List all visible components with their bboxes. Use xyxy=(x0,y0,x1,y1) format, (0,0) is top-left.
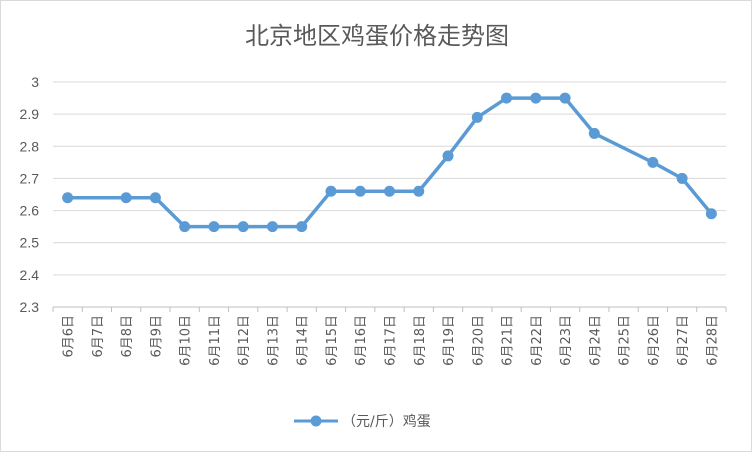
data-point xyxy=(208,221,220,233)
x-tick-label: 6月28日 xyxy=(705,315,720,366)
x-tick-label: 6月12日 xyxy=(237,315,252,366)
y-tick-label: 2.7 xyxy=(20,170,40,186)
x-tick-label: 6月11日 xyxy=(208,315,223,366)
gridlines xyxy=(53,81,726,276)
x-tick-label: 6月7日 xyxy=(91,315,106,358)
x-axis: 6月6日 6月7日 6月8日 6月9日 6月10日 6月11日 6月12日 6月13日 6月14… xyxy=(52,306,727,366)
series-layer xyxy=(62,92,717,233)
x-tick-label: 6月16日 xyxy=(354,315,369,366)
data-point xyxy=(325,185,337,197)
x-tick-label: 6月19日 xyxy=(442,315,457,366)
x-tick-label: 6月26日 xyxy=(647,315,662,366)
x-tick-label: 6月6日 xyxy=(62,315,77,358)
data-point xyxy=(149,192,161,204)
legend: （元/斤）鸡蛋 xyxy=(294,413,431,430)
data-point xyxy=(354,185,366,197)
legend-marker xyxy=(310,415,322,427)
x-tick-label: 6月18日 xyxy=(413,315,428,366)
data-point xyxy=(588,127,600,139)
x-tick-label: 6月17日 xyxy=(384,315,399,366)
data-point xyxy=(559,92,571,104)
x-tick-label: 6月24日 xyxy=(588,315,603,366)
data-point xyxy=(296,221,308,233)
x-tick-label: 6月8日 xyxy=(120,315,135,358)
data-point xyxy=(442,150,454,162)
chart-title: 北京地区鸡蛋价格走势图 xyxy=(245,22,509,50)
data-point xyxy=(266,221,278,233)
data-point xyxy=(120,192,132,204)
y-axis-ticks: 2.3 2.4 2.5 2.6 2.7 2.8 2.9 3 xyxy=(20,74,40,315)
x-tick-label: 6月23日 xyxy=(559,315,574,366)
y-tick-label: 2.6 xyxy=(20,203,40,219)
x-tick-label: 6月25日 xyxy=(618,315,633,366)
data-point xyxy=(384,185,395,197)
y-tick-label: 3 xyxy=(31,74,39,90)
x-tick-label: 6月27日 xyxy=(676,315,691,366)
y-tick-label: 2.5 xyxy=(20,235,40,251)
x-tick-label: 6月9日 xyxy=(149,315,164,358)
data-point xyxy=(237,221,249,233)
x-tick-label: 6月15日 xyxy=(325,315,340,366)
data-point xyxy=(179,221,191,233)
x-tick-label: 6月20日 xyxy=(471,315,486,366)
x-tick-label: 6月21日 xyxy=(501,315,516,366)
x-tick-label: 6月10日 xyxy=(179,315,194,366)
data-point xyxy=(471,111,483,123)
y-tick-label: 2.8 xyxy=(20,138,40,154)
data-point xyxy=(676,172,688,184)
data-point xyxy=(501,92,513,104)
data-point xyxy=(413,185,425,197)
y-tick-label: 2.4 xyxy=(20,267,40,283)
y-tick-label: 2.3 xyxy=(20,299,40,315)
data-point xyxy=(647,156,659,168)
y-tick-label: 2.9 xyxy=(20,106,40,122)
series-line xyxy=(65,96,714,229)
x-tick-label: 6月14日 xyxy=(296,315,311,366)
x-tick-label: 6月22日 xyxy=(530,315,545,366)
data-point xyxy=(62,192,74,204)
data-point xyxy=(705,208,717,220)
data-point xyxy=(530,92,542,104)
x-tick-label: 6月13日 xyxy=(266,315,281,366)
legend-label: （元/斤）鸡蛋 xyxy=(342,413,431,430)
